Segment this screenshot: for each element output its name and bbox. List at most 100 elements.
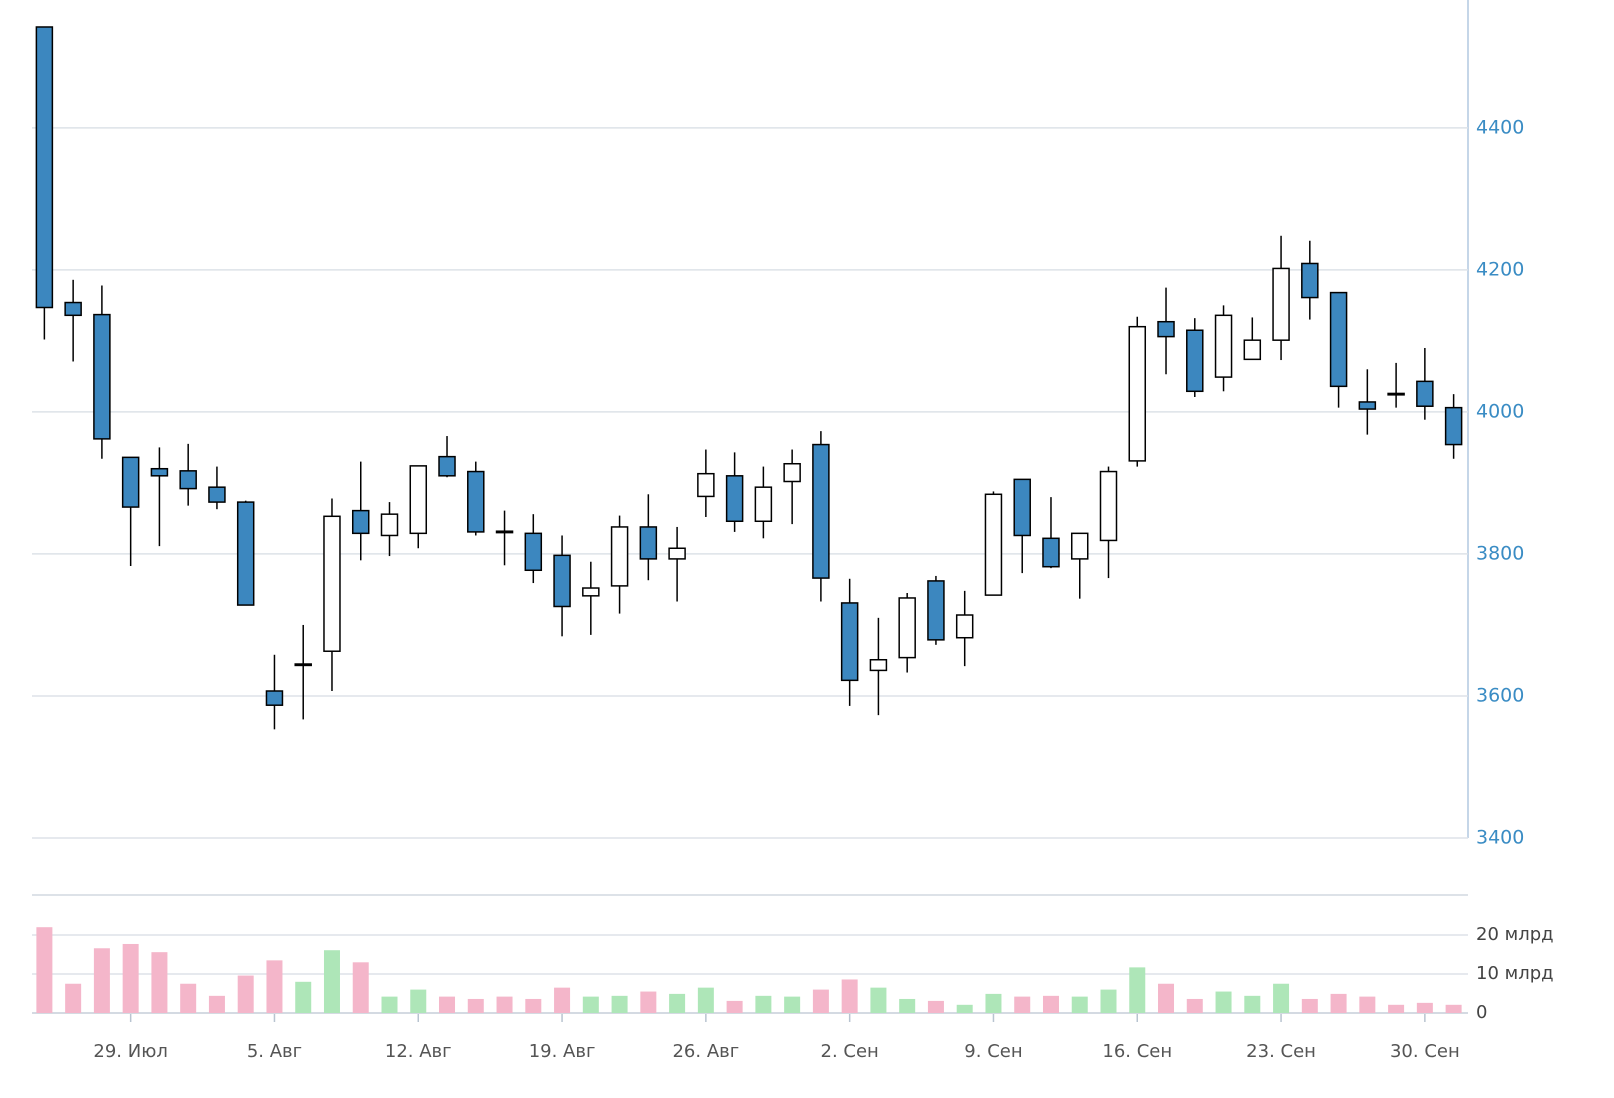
candle-body [783,462,801,483]
candle-body [1329,291,1348,388]
candle-body [1157,320,1175,338]
candle-body [725,475,744,523]
candle-body [236,501,255,606]
candle-body [93,313,111,440]
candle-body [467,470,485,533]
y-tick-label: 0 [1476,1002,1487,1023]
x-tick-label: 19. Авг [529,1041,596,1062]
volume-bar [726,1000,743,1013]
candle-body [1444,406,1463,446]
volume-bar [1359,996,1376,1013]
volume-bar [237,975,254,1013]
volume-bar [439,996,456,1013]
x-tick-label: 29. Июл [93,1041,167,1062]
volume-bar [381,996,398,1013]
candle-body [754,486,773,523]
candle-body [438,455,456,477]
volume-bar [554,987,571,1013]
candle-body [380,513,399,537]
volume-bar [1129,967,1146,1013]
candle-body [1243,339,1262,361]
volume-bar [208,995,225,1013]
candle-body [697,472,715,498]
y-tick-label: 20 млрд [1476,924,1554,945]
volume-bar [352,962,369,1013]
volume-bar [697,987,714,1013]
x-tick-label: 26. Авг [672,1041,739,1062]
candle-body [179,470,197,490]
volume-bar [927,1000,944,1013]
x-tick-label: 16. Сен [1102,1041,1172,1062]
volume-bar [323,950,340,1013]
candle-body [1387,392,1405,396]
volume-bar [669,993,686,1013]
candle-body [639,526,658,560]
candle-body [524,532,543,572]
volume-bar [640,991,657,1013]
candle-body [812,443,830,579]
volume-bar [812,989,829,1013]
candle-body [121,456,140,508]
candle-body [150,467,169,477]
candle-body [351,509,370,535]
candle-body [984,493,1003,596]
candle-body [1099,470,1118,542]
volume-bar [1186,998,1203,1013]
volume-bar [36,927,53,1013]
candle-body [610,526,629,587]
volume-bar [755,995,772,1013]
volume-bar [1014,996,1031,1013]
volume-bar [784,996,801,1013]
volume-bar [496,996,513,1013]
volume-bar [1388,1004,1405,1013]
candle-body [409,465,428,535]
volume-bar [1416,1002,1433,1013]
candle-body [64,301,82,317]
candle-body [323,515,341,652]
candle-body [294,663,312,667]
candle-body [208,486,226,503]
volume-bar [841,979,858,1013]
volume-bar [122,943,139,1013]
x-tick-label: 5. Авг [247,1041,302,1062]
volume-bar [985,993,1002,1013]
candle-body [1358,401,1377,410]
candle-body [668,547,686,560]
volume-bar [611,995,628,1013]
volume-bar [65,983,82,1013]
volume-bar [410,989,427,1013]
y-tick-label: 3600 [1476,684,1524,706]
volume-bar [1071,996,1088,1013]
volume-bar [1100,989,1117,1013]
candle-body [840,602,859,682]
candle-body [1301,262,1319,299]
volume-bar [1301,998,1318,1013]
volume-bar [1273,983,1290,1013]
candle-body [1272,267,1290,341]
candle-body [1416,380,1434,407]
candle-body [1013,478,1031,537]
volume-bar [1445,1004,1462,1013]
volume-bar [1215,991,1232,1013]
candle-body [869,658,888,672]
candle-body [553,554,571,608]
candle-body [1042,537,1060,568]
y-tick-label: 4400 [1476,116,1524,138]
candle-body [955,614,974,639]
volume-bar [1244,995,1261,1013]
x-tick-label: 30. Сен [1390,1041,1460,1062]
volume-bar [1042,995,1059,1013]
volume-bar [180,983,197,1013]
volume-bar [956,1004,973,1013]
y-tick-label: 4000 [1476,400,1524,422]
x-tick-label: 12. Авг [385,1041,452,1062]
x-tick-label: 9. Сен [964,1041,1022,1062]
y-tick-label: 3800 [1476,542,1524,564]
candle-body [898,597,916,659]
candle-body [1214,314,1233,378]
volume-bar [151,952,168,1013]
candle-body [1070,532,1089,560]
x-tick-label: 2. Сен [821,1041,879,1062]
candle-body [1128,325,1147,462]
